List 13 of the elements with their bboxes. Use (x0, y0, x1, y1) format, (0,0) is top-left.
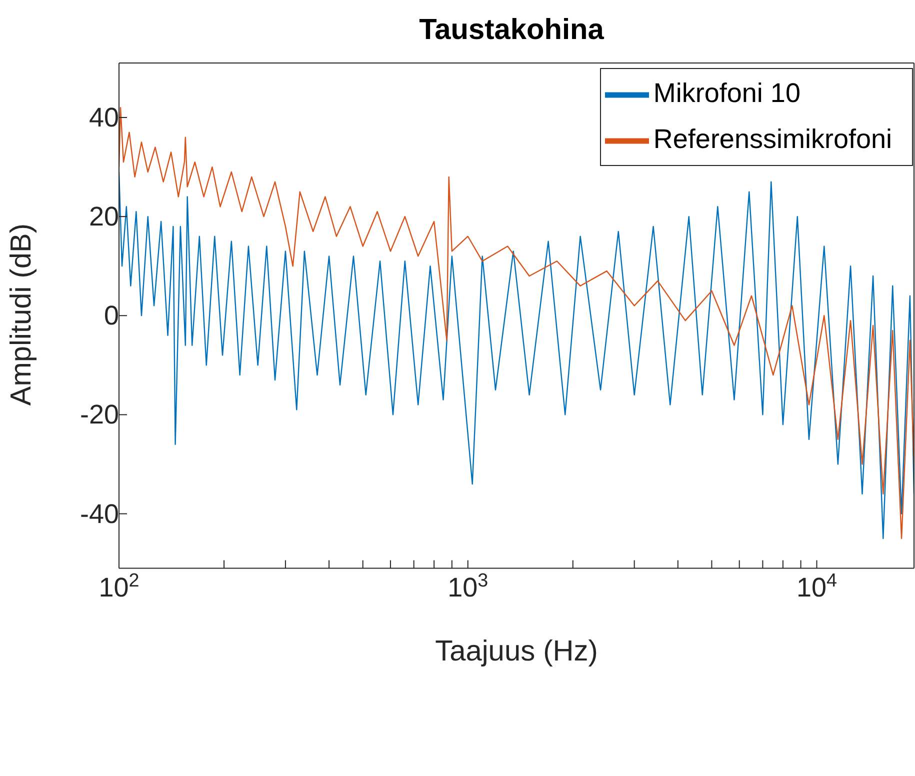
x-tick-label: 10$^{2}$ (98, 570, 140, 602)
y-tick-label: 20 (88, 202, 119, 232)
legend-label: Mikrofoni 10 (653, 78, 800, 108)
y-tick-label: -40 (80, 498, 119, 529)
legend-label: Referenssimikrofoni (653, 124, 892, 154)
x-tick-label: 10$^{3}$ (448, 570, 488, 602)
y-tick-label: -20 (80, 400, 119, 430)
y-axis-title: Amplitudi (dB) (5, 224, 38, 406)
x-axis-title: Taajuus (Hz) (435, 635, 598, 668)
chart-title: Taustakohina (418, 13, 605, 48)
y-tick-label: 0 (104, 300, 119, 331)
y-tick-label: 40 (88, 102, 119, 132)
x-tick-label: 10$^{4}$ (796, 570, 838, 602)
